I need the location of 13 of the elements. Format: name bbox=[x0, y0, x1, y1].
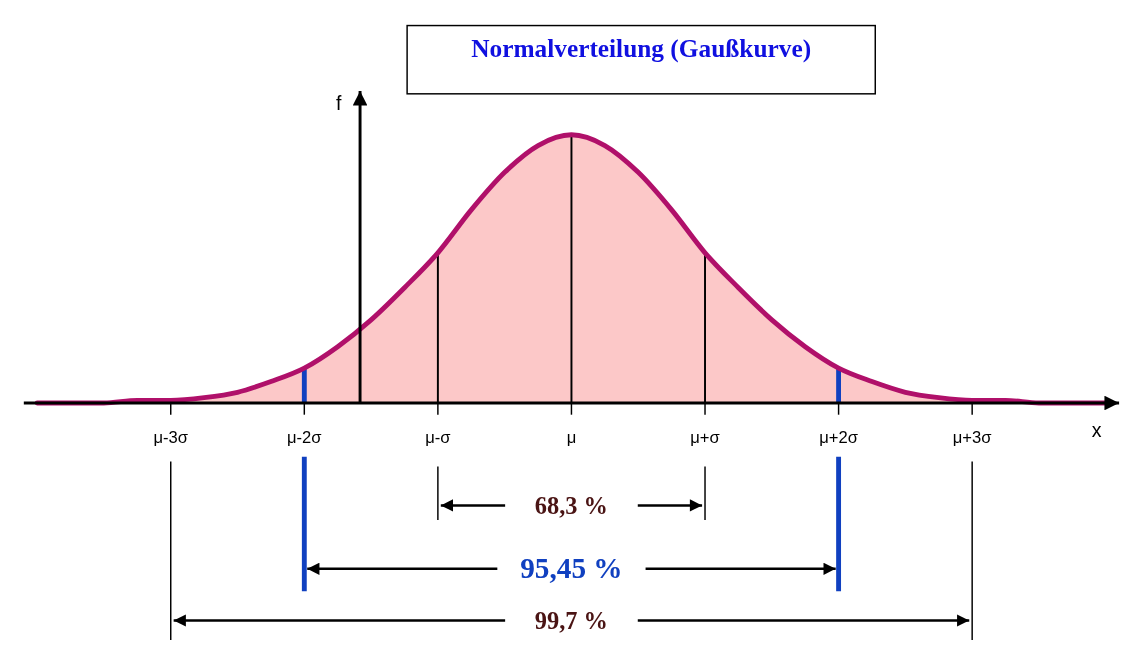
x-tick-label: μ bbox=[566, 427, 577, 447]
x-tick-label: μ+σ bbox=[690, 427, 720, 447]
x-tick-label: μ-3σ bbox=[153, 427, 189, 447]
x-tick-label: μ+2σ bbox=[819, 427, 858, 447]
x-tick-label: μ-2σ bbox=[287, 427, 322, 447]
text: 99,7 % bbox=[534, 607, 609, 635]
x-tick-label: μ-σ bbox=[425, 427, 451, 447]
x-tick-label: μ+3σ bbox=[952, 427, 992, 447]
chart-title: Normalverteilung (Gaußkurve) bbox=[471, 33, 812, 63]
text: 68,3 % bbox=[534, 492, 609, 520]
y-axis-title: f bbox=[335, 92, 342, 115]
text: 95,45 % bbox=[520, 551, 623, 584]
x-axis-title: x bbox=[1091, 419, 1102, 442]
